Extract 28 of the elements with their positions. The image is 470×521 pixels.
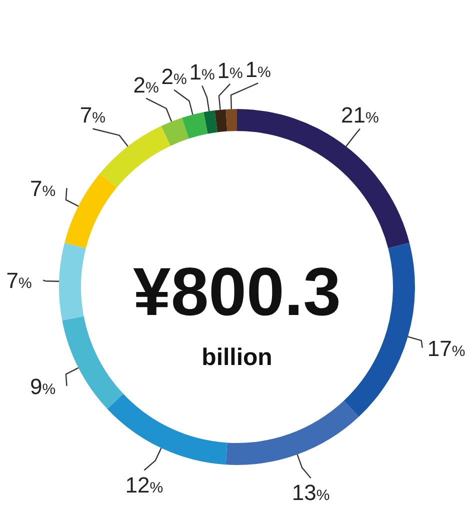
data-label: 9% (30, 374, 56, 399)
data-label: 17% (427, 336, 466, 361)
data-label: 13% (292, 480, 330, 506)
donut-slice (237, 109, 410, 248)
data-label: 1% (217, 58, 243, 83)
data-label: 12% (125, 472, 164, 498)
donut-slice (107, 394, 228, 465)
donut-slice (59, 242, 86, 320)
donut-slice (226, 400, 359, 465)
donut-slice (100, 126, 171, 188)
donut-slice (62, 316, 124, 409)
donut-slice (204, 110, 218, 134)
text: ¥800.3 (133, 254, 341, 330)
data-label: 2% (133, 72, 159, 98)
data-label: 1% (245, 57, 271, 82)
data-label: 7% (80, 102, 106, 128)
data-label: 1% (189, 60, 215, 85)
data-label: 7% (6, 268, 32, 294)
data-label: 2% (161, 64, 187, 89)
data-label: 21% (341, 102, 379, 128)
donut-slice (64, 174, 117, 248)
text: billion (202, 344, 272, 371)
donut-slice (161, 118, 189, 146)
donut-slice (344, 242, 415, 417)
data-label: 7% (30, 176, 56, 202)
donut-slice (214, 109, 228, 132)
donut-slice (182, 112, 208, 139)
donut-slice (226, 109, 237, 132)
